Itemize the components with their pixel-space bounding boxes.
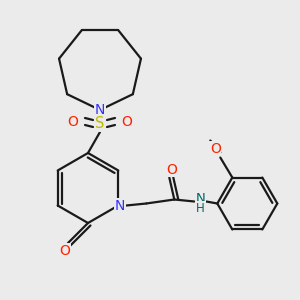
Text: S: S: [95, 116, 105, 131]
Text: O: O: [68, 115, 78, 129]
Text: N: N: [195, 192, 205, 205]
Text: H: H: [196, 202, 205, 215]
Text: O: O: [60, 244, 70, 258]
Text: O: O: [166, 163, 177, 176]
Text: O: O: [122, 115, 132, 129]
Text: N: N: [95, 103, 105, 117]
Text: O: O: [210, 142, 221, 155]
Text: N: N: [115, 199, 125, 212]
